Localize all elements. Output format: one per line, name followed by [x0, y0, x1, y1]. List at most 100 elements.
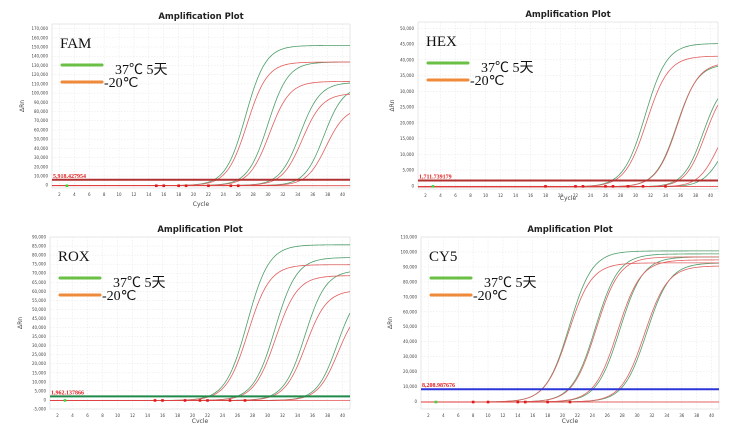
rox-x-tick-label: 22: [205, 413, 211, 418]
cy5-y-tick-label: 90,000: [403, 264, 417, 269]
hex-y-tick-label: 45,000: [400, 42, 414, 47]
fam-legend-label-minus20c: -20℃: [104, 76, 138, 91]
hex-y-axis-label: ΔRn: [389, 99, 396, 111]
rox-x-axis-label: Cycle: [192, 418, 209, 423]
cy5-baseline-marker: [546, 400, 549, 404]
rox-x-tick-label: 6: [86, 413, 89, 418]
hex-x-tick-label: 6: [454, 193, 457, 198]
hex-plot-area: [417, 21, 719, 190]
fam-baseline-marker: [229, 184, 233, 188]
cy5-x-tick-label: 26: [605, 413, 611, 418]
rox-x-tick-label: 14: [145, 413, 151, 418]
fam-x-tick-label: 26: [236, 192, 242, 197]
cy5-x-tick-label: 22: [575, 413, 581, 418]
cy5-y-tick-label: 70,000: [403, 294, 417, 299]
hex-x-tick-label: 22: [573, 193, 579, 198]
fam-x-tick-label: 32: [280, 192, 286, 197]
hex-x-tick-label: 20: [558, 193, 564, 198]
rox-threshold-label: 1,962.137866: [51, 390, 84, 396]
rox-y-tick-label: 20,000: [32, 361, 46, 366]
rox-x-tick-label: 40: [340, 413, 346, 418]
fam-x-tick-label: 36: [310, 192, 316, 197]
hex-x-tick-label: 40: [708, 193, 714, 198]
fam-chart-title: Amplification Plot: [158, 12, 244, 22]
hex-baseline-marker: [574, 185, 577, 188]
hex-baseline-marker: [581, 185, 585, 188]
hex-y-tick-label: 35,000: [400, 73, 414, 78]
rox-y-tick-label: 70,000: [32, 271, 46, 276]
fam-x-tick-label: 6: [88, 192, 91, 197]
cy5-x-tick-label: 28: [620, 413, 626, 418]
fam-y-tick-label: 100,000: [31, 91, 48, 96]
hex-baseline-marker: [431, 185, 435, 188]
cy5-x-tick-label: 36: [679, 413, 685, 418]
cy5-y-tick-label: 0: [414, 399, 417, 404]
rox-y-tick-label: 10,000: [32, 379, 46, 384]
fam-x-axis-label: Cycle: [193, 201, 210, 208]
hex-y-tick-label: 30,000: [400, 89, 414, 94]
fam-x-tick-label: 24: [221, 192, 227, 197]
cy5-plot: 2 4 6 8 10 12 14 16 18 20 22 24 26 28 30 32 34 36 38 40010,…: [387, 235, 720, 423]
cy5-plot-area: [420, 236, 720, 410]
hex-x-axis-label: Cycle: [560, 195, 577, 202]
rox-legend-label-minus20c: -20℃: [102, 289, 136, 304]
rox-y-tick-label: 75,000: [32, 262, 46, 267]
fam-y-tick-label: 140,000: [31, 54, 48, 59]
cy5-x-tick-label: 18: [545, 413, 551, 418]
fam-x-tick-label: 38: [325, 192, 331, 197]
cy5-x-tick-label: 6: [457, 413, 460, 418]
rox-y-tick-label: 30,000: [32, 343, 46, 348]
cy5-x-tick-label: 8: [472, 413, 475, 418]
fam-y-tick-label: 160,000: [31, 35, 48, 40]
cy5-x-tick-label: 40: [709, 413, 715, 418]
fam-y-tick-label: 120,000: [31, 72, 48, 77]
cy5-legend-label-37c: 37℃ 5天: [484, 276, 537, 291]
cy5-dye-label: CY5: [429, 249, 457, 265]
rox-chart-title: Amplification Plot: [157, 225, 243, 235]
fam-y-tick-label: 90,000: [34, 100, 48, 105]
rox-baseline-marker: [161, 399, 164, 402]
hex-threshold-label: 1,711.739179: [419, 174, 452, 180]
cy5-x-tick-label: 12: [500, 413, 506, 418]
cy5-y-tick-label: 10,000: [403, 384, 417, 389]
fam-x-tick-label: 10: [117, 192, 123, 197]
hex-x-tick-label: 12: [498, 193, 504, 198]
fam-y-tick-label: 50,000: [34, 137, 48, 142]
fam-x-tick-label: 16: [161, 192, 167, 197]
cy5-y-tick-label: 50,000: [403, 324, 417, 329]
cy5-y-tick-label: 100,000: [400, 249, 417, 254]
fam-baseline-marker: [162, 184, 166, 188]
fam-baseline-marker: [65, 184, 69, 188]
cy5-x-tick-label: 14: [515, 413, 521, 418]
rox-y-tick-label: 50,000: [32, 307, 46, 312]
rox-x-tick-label: 38: [325, 413, 331, 418]
rox-y-tick-label: 0: [43, 397, 46, 402]
cy5-legend-label-minus20c: -20℃: [473, 289, 507, 304]
hex-x-tick-label: 8: [469, 193, 472, 198]
cy5-panel: Amplification Plot 2 4 6 8 10 12 14 16 18 20 22 24 2…: [370, 212, 741, 423]
hex-x-tick-label: 10: [483, 193, 489, 198]
hex-x-tick-label: 2: [424, 193, 427, 198]
hex-y-tick-label: 10,000: [400, 152, 414, 157]
rox-baseline-marker: [243, 399, 247, 402]
rox-baseline-marker: [198, 399, 202, 402]
rox-x-tick-label: 34: [295, 413, 301, 418]
rox-x-tick-label: 20: [190, 413, 196, 418]
cy5-baseline-marker: [524, 400, 527, 404]
fam-x-tick-label: 2: [58, 192, 61, 197]
fam-plot-area: [51, 23, 351, 189]
cy5-chart-title: Amplification Plot: [527, 225, 613, 235]
fam-y-tick-label: 130,000: [31, 63, 48, 68]
rox-y-tick-label: 65,000: [32, 280, 46, 285]
rox-x-tick-label: 2: [56, 413, 59, 418]
rox-x-tick-label: 24: [220, 413, 226, 418]
fam-baseline-marker: [177, 184, 180, 188]
hex-x-tick-label: 24: [588, 193, 594, 198]
hex-dye-label: HEX: [426, 34, 457, 50]
rox-y-tick-label: 25,000: [32, 352, 46, 357]
rox-x-tick-label: 8: [101, 413, 104, 418]
rox-x-tick-label: 28: [250, 413, 256, 418]
fam-x-tick-label: 40: [340, 192, 346, 197]
rox-x-tick-label: 18: [175, 413, 181, 418]
rox-y-tick-label: 40,000: [32, 325, 46, 330]
